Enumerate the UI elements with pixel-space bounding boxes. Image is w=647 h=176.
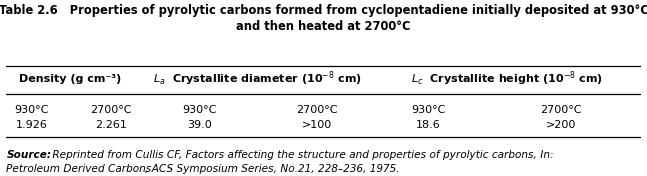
Text: Density (g cm⁻³): Density (g cm⁻³) xyxy=(19,74,121,84)
Text: 2700°C: 2700°C xyxy=(296,105,338,115)
Text: 2700°C: 2700°C xyxy=(540,105,582,115)
Text: 930°C: 930°C xyxy=(411,105,445,115)
Text: Reprinted from Cullis CF, Factors affecting the structure and properties of pyro: Reprinted from Cullis CF, Factors affect… xyxy=(49,150,553,160)
Text: $L_a$  Crystallite diameter (10$^{-8}$ cm): $L_a$ Crystallite diameter (10$^{-8}$ cm… xyxy=(153,69,361,88)
Text: Petroleum Derived Carbons: Petroleum Derived Carbons xyxy=(6,164,151,174)
Text: Source:: Source: xyxy=(6,150,52,160)
Text: $L_c$  Crystallite height (10$^{-8}$ cm): $L_c$ Crystallite height (10$^{-8}$ cm) xyxy=(411,69,604,88)
Text: 930°C: 930°C xyxy=(182,105,217,115)
Text: >100: >100 xyxy=(302,120,333,130)
Text: >200: >200 xyxy=(546,120,576,130)
Text: Table 2.6   Properties of pyrolytic carbons formed from cyclopentadiene initiall: Table 2.6 Properties of pyrolytic carbon… xyxy=(0,4,647,17)
Text: 18.6: 18.6 xyxy=(416,120,441,130)
Text: 39.0: 39.0 xyxy=(188,120,212,130)
Text: , ACS Symposium Series, No.21, 228–236, 1975.: , ACS Symposium Series, No.21, 228–236, … xyxy=(145,164,399,174)
Text: 2700°C: 2700°C xyxy=(91,105,132,115)
Text: 930°C: 930°C xyxy=(15,105,49,115)
Text: and then heated at 2700°C: and then heated at 2700°C xyxy=(236,20,411,33)
Text: 2.261: 2.261 xyxy=(95,120,127,130)
Text: 1.926: 1.926 xyxy=(16,120,48,130)
